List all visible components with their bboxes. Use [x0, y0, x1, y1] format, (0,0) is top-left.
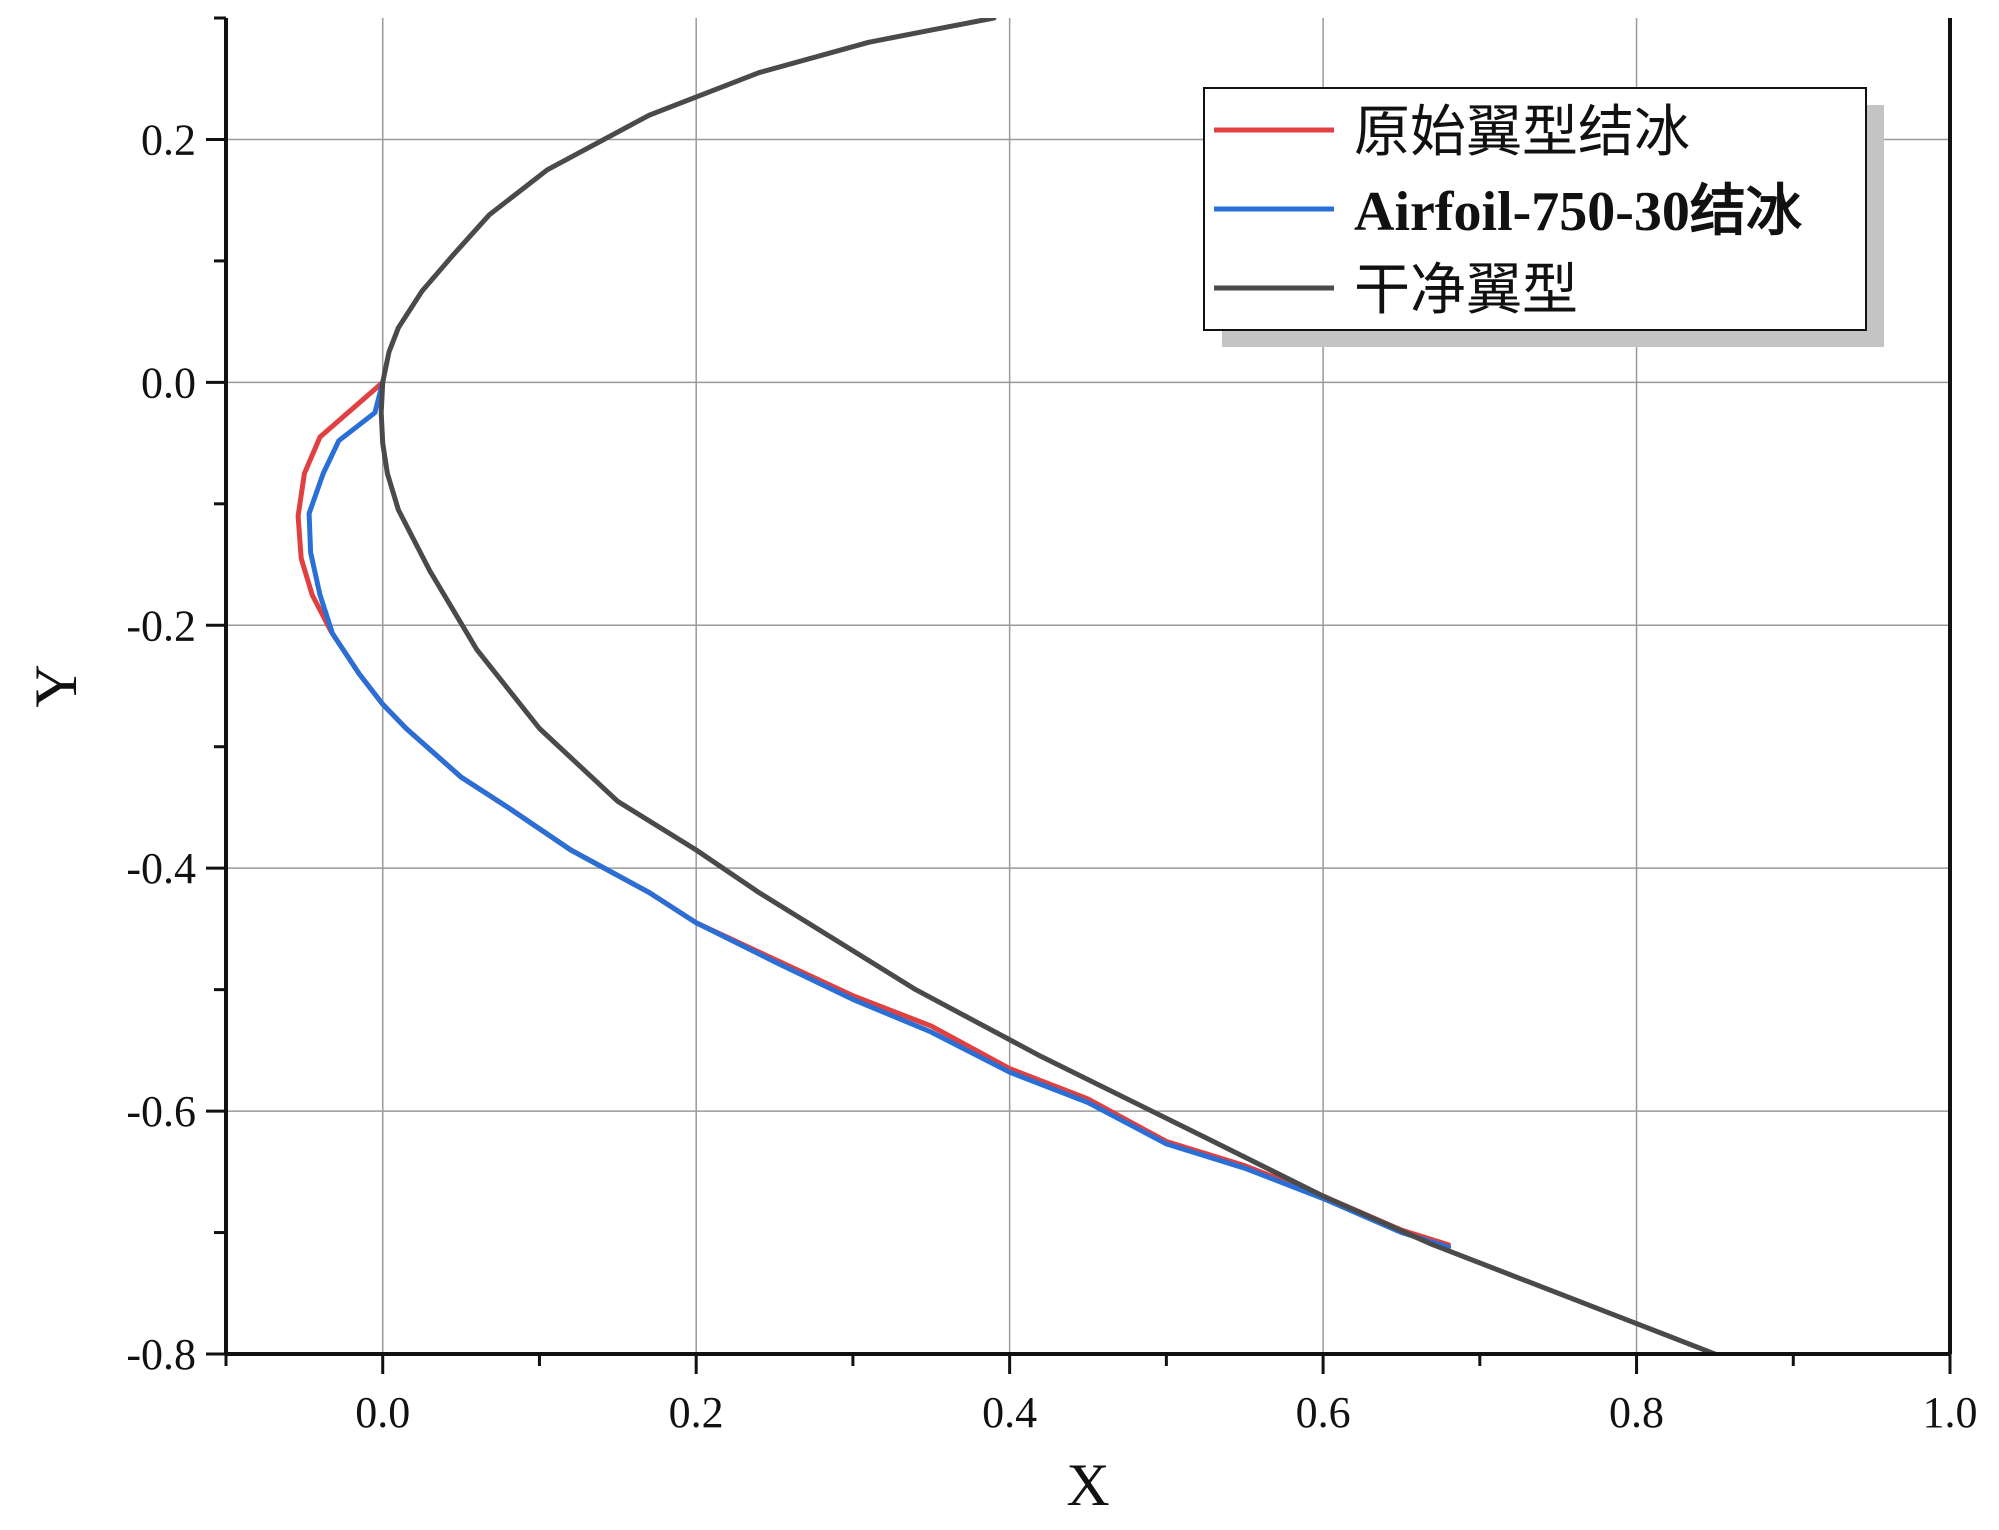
- y-tick-label: -0.4: [126, 844, 196, 893]
- y-axis-title: Y: [23, 664, 89, 707]
- grid-lines: [226, 18, 1951, 1355]
- series-lines: [295, 18, 1722, 1354]
- series-line-2: [378, 18, 1722, 1354]
- x-tick-label: 0.2: [669, 1388, 724, 1437]
- x-tick-label: 1.0: [1923, 1388, 1978, 1437]
- y-tick-label: 0.2: [141, 115, 196, 164]
- y-tick-label: 0.0: [141, 358, 196, 407]
- x-tick-label: 0.0: [355, 1388, 410, 1437]
- legend-label-original-icing: 原始翼型结冰: [1354, 102, 1690, 164]
- axes: [206, 16, 1952, 1374]
- y-tick-label: -0.6: [126, 1087, 196, 1136]
- series-line-1: [306, 379, 1451, 1250]
- y-tick-label: -0.2: [126, 601, 196, 650]
- y-tick-label: -0.8: [126, 1330, 196, 1379]
- x-axis-title: X: [1066, 1452, 1109, 1518]
- x-tick-label: 0.4: [982, 1388, 1037, 1437]
- legend-label-airfoil-750-30-icing: Airfoil-750-30结冰: [1354, 181, 1803, 243]
- x-tick-label: 0.6: [1296, 1388, 1351, 1437]
- x-tick-label: 0.8: [1609, 1388, 1664, 1437]
- legend-label-clean-airfoil: 干净翼型: [1354, 260, 1578, 322]
- legend: 原始翼型结冰 Airfoil-750-30结冰 干净翼型: [1203, 87, 1884, 347]
- tick-labels: 0.0 0.2 0.4 0.6 0.8 1.0 -0.8 -0.6 -0.4 -0.2 0.0 0.2: [126, 115, 1977, 1437]
